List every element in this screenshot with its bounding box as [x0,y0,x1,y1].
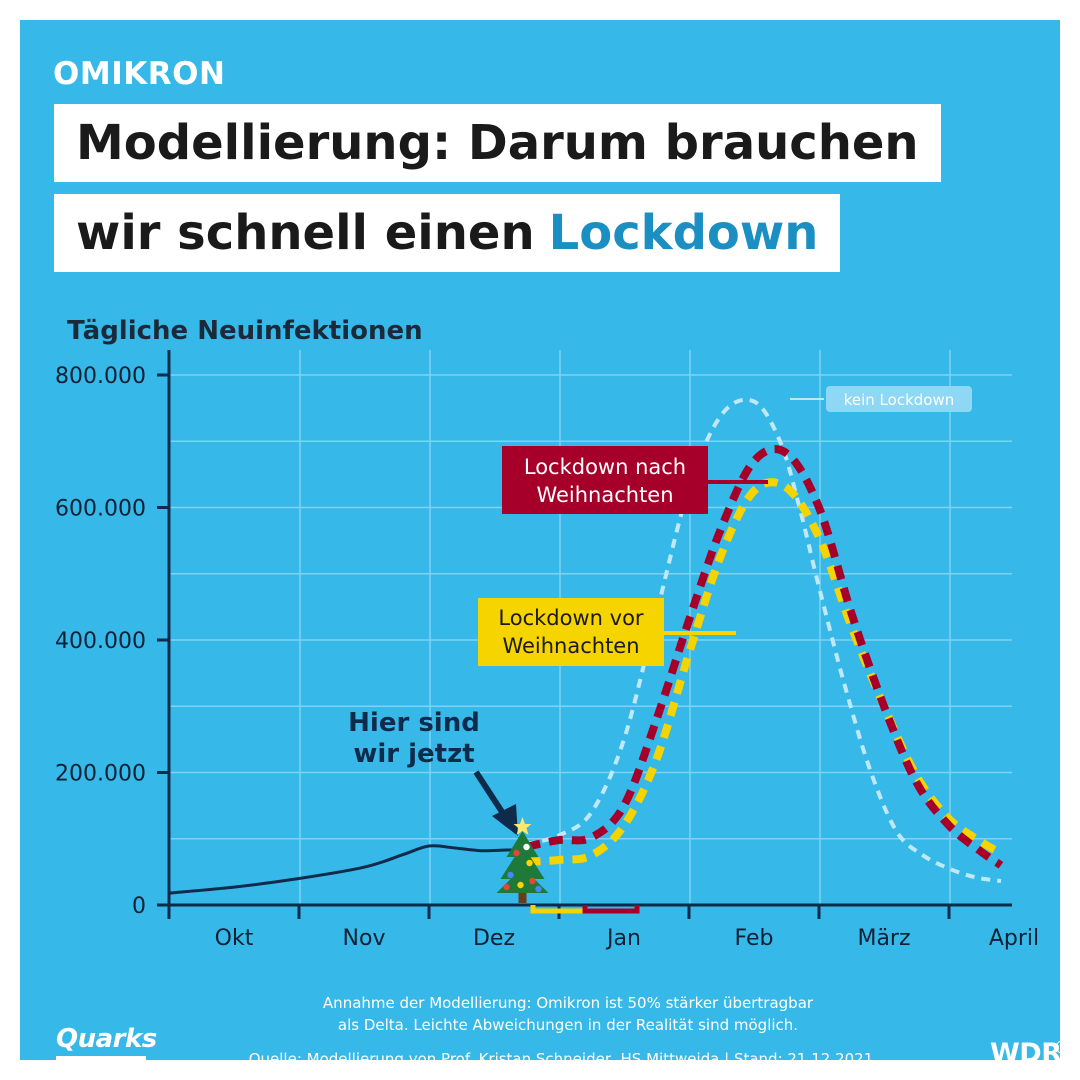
x-tick-label: Nov [343,926,386,951]
now-label-line-2: wir jetzt [353,739,474,769]
y-tick-label: 0 [132,894,146,919]
lockdown-period-bar [582,905,640,914]
wdr-logo-mark: 3 [1056,1040,1070,1054]
tree-ornament [526,859,533,867]
tree-star [513,817,532,835]
source-line: Quelle: Modellierung von Prof. Kristan S… [248,1050,874,1068]
no-lockdown-label: kein Lockdown [826,386,972,412]
christmas-tree-icon [496,817,549,903]
x-tick-label: April [989,926,1039,951]
before-christmas-label-line-2: Weihnachten [502,634,639,658]
now-arrow-shaft [473,770,509,820]
headline-accent: Lockdown [548,205,819,261]
model-assumption-note: Annahme der Modellierung: Omikron ist 50… [220,992,916,1036]
tree-ornament [535,885,542,893]
y-axis-title: Tägliche Neuinfektionen [67,316,423,346]
after-christmas-label-line-1: Lockdown nach [524,455,686,479]
x-tick-label: März [857,926,910,951]
after-christmas-label: Lockdown nach Weihnachten [502,446,708,514]
x-tick-label: Dez [473,926,515,951]
y-tick-label: 400.000 [55,629,146,654]
topic-kicker: OMIKRON [53,56,226,92]
before-christmas-label-line-1: Lockdown vor [498,606,644,630]
infographic-card: 0 200.000 400.000 600.000 800.000 Okt Nov Dez Ja… [20,20,1070,1069]
chart: 0 200.000 400.000 600.000 800.000 Okt Nov Dez Ja… [55,350,1039,951]
tree-trunk [518,889,527,903]
tree-ornament [529,877,536,885]
y-tick-label: 800.000 [55,364,146,389]
tree-ornament [507,871,514,879]
note-line-1: Annahme der Modellierung: Omikron ist 50… [322,994,814,1012]
series-line-lockdown-after-christmas [525,445,1004,869]
no-lockdown-label-bg [826,386,972,412]
wdr-logo: WDR [990,1038,1062,1069]
y-tick-label: 600.000 [55,497,146,522]
quarks-logo-bar [56,1056,146,1064]
tree-ornament [523,843,530,851]
tree-ornament [517,881,524,889]
headline-prefix: wir schnell einen [76,205,535,261]
note-line-2: als Delta. Leichte Abweichungen in der R… [337,1016,799,1034]
after-christmas-label-line-2: Weihnachten [536,483,673,507]
grid-lines [169,350,1012,905]
now-arrow-head [492,804,518,836]
before-christmas-label: Lockdown vor Weihnachten [478,598,664,666]
series-line-history [168,844,527,895]
before-christmas-label-bg [478,598,664,666]
x-tick-label: Okt [215,926,254,951]
quarks-logo: Quarks [56,1024,157,1054]
x-tick-label: Jan [605,926,641,951]
headline-line-1: Modellierung: Darum brauchen [54,104,941,182]
y-tick-label: 200.000 [55,762,146,787]
tree-ornament [503,883,510,891]
headline-line-2: wir schnell einen Lockdown [54,194,841,272]
after-christmas-label-bg [502,446,708,514]
tree-ornament [513,849,520,857]
now-label-line-1: Hier sind [348,708,480,738]
no-lockdown-label-text: kein Lockdown [844,391,955,409]
x-tick-label: Feb [735,926,774,951]
